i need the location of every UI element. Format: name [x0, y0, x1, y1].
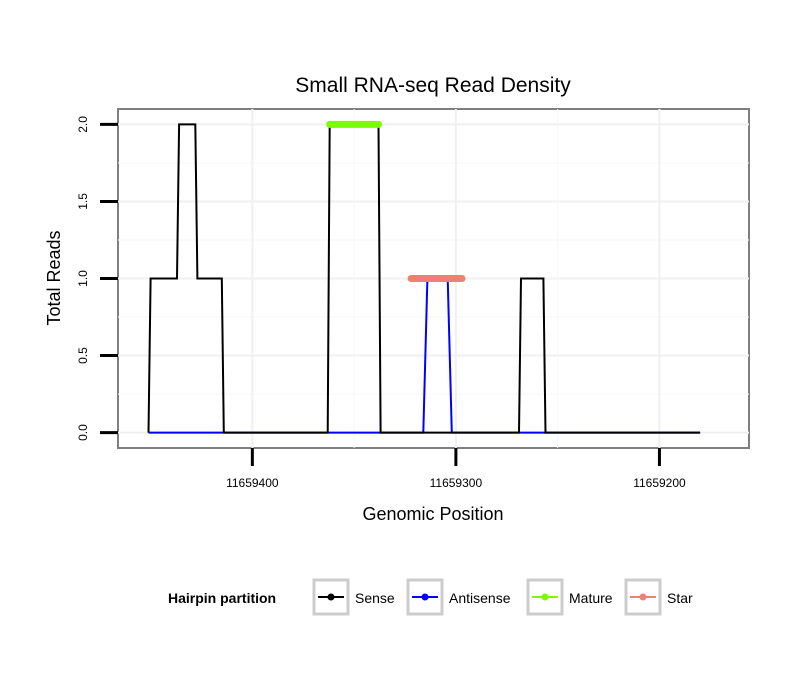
grid [118, 109, 749, 448]
legend-key-point [327, 593, 335, 601]
x-tick-label: 11659200 [633, 476, 686, 490]
legend-title: Hairpin partition [168, 590, 276, 606]
legend-key-point [421, 593, 429, 601]
y-axis-title: Total Reads [44, 230, 64, 325]
legend-label: Antisense [449, 590, 511, 606]
y-tick-label: 1.0 [76, 270, 90, 287]
legend-label: Mature [569, 590, 613, 606]
x-axis-title: Genomic Position [362, 504, 503, 524]
legend-label: Sense [355, 590, 395, 606]
legend: Hairpin partition Sense Antisense Mature St… [168, 578, 693, 616]
x-tick-label: 11659300 [430, 476, 483, 490]
series-lines [147, 120, 701, 434]
y-tick-label: 0.5 [76, 347, 90, 364]
y-tick-label: 2.0 [76, 116, 90, 133]
legend-key-point [541, 593, 549, 601]
x-tick-label: 11659400 [226, 476, 279, 490]
x-axis: 11659400 11659300 11659200 [226, 448, 686, 490]
y-tick-label: 0.0 [76, 424, 90, 441]
legend-label: Star [667, 590, 693, 606]
chart-title: Small RNA-seq Read Density [295, 74, 571, 97]
y-tick-label: 1.5 [76, 193, 90, 210]
y-axis: 0.0 0.5 1.0 1.5 2.0 [76, 116, 118, 441]
series-line-sense [147, 123, 701, 434]
legend-key-point [639, 593, 647, 601]
